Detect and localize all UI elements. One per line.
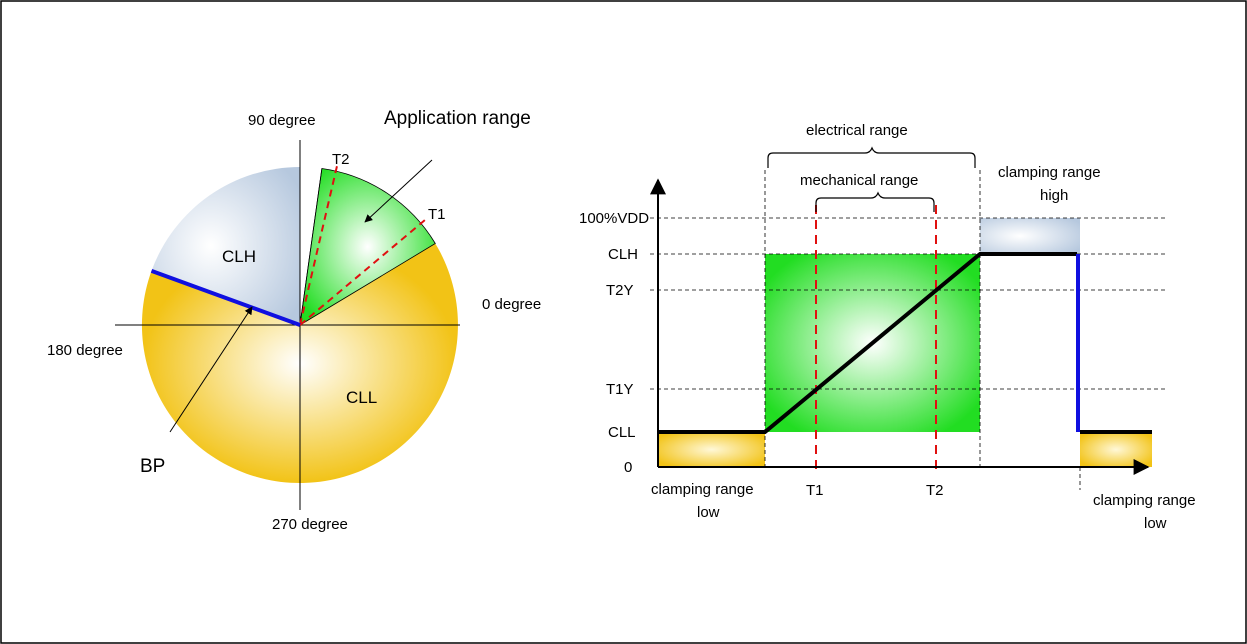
- output-curve: [658, 252, 1077, 434]
- label-application-range: Application range: [384, 108, 531, 129]
- pie-t1-line: [299, 219, 426, 326]
- x-label-t1: T1: [806, 482, 824, 499]
- electrical-range-brace: [767, 146, 976, 168]
- label-90-degree: 90 degree: [248, 112, 316, 129]
- x-label-t2: T2: [926, 482, 944, 499]
- label-clamping-high-2: high: [1040, 187, 1068, 204]
- label-pie-t1: T1: [428, 206, 446, 223]
- bp-arrow: [169, 306, 253, 433]
- y-label-t1y: T1Y: [606, 381, 634, 398]
- clamping-low-right-box: [1080, 432, 1152, 467]
- label-pie-t2: T2: [332, 151, 350, 168]
- label-clamping-low-left-1: clamping range: [651, 481, 754, 498]
- clh-sector: [151, 166, 300, 325]
- label-180-degree: 180 degree: [47, 342, 123, 359]
- label-clh: CLH: [222, 247, 256, 266]
- transfer-plot: electrical range mechanical range clampi…: [579, 122, 1196, 532]
- pie-chart: 90 degree 0 degree 180 degree 270 degree…: [47, 108, 541, 533]
- label-clamping-high-1: clamping range: [998, 164, 1101, 181]
- pie-t2-line: [299, 165, 338, 326]
- label-cll: CLL: [346, 388, 377, 407]
- label-270-degree: 270 degree: [272, 516, 348, 533]
- clamping-high-box: [980, 218, 1080, 254]
- label-bp: BP: [140, 456, 165, 477]
- label-clamping-low-left-2: low: [697, 504, 720, 521]
- label-electrical-range: electrical range: [806, 122, 908, 139]
- label-0-degree: 0 degree: [482, 296, 541, 313]
- mechanical-range-brace: [815, 191, 935, 212]
- y-label-zero: 0: [624, 459, 632, 476]
- bp-line: [150, 269, 301, 327]
- label-clamping-low-right-2: low: [1144, 515, 1167, 532]
- y-label-clh: CLH: [608, 246, 638, 263]
- clamping-low-left-box: [658, 432, 765, 467]
- y-label-t2y: T2Y: [606, 282, 634, 299]
- y-label-vdd: 100%VDD: [579, 210, 649, 227]
- application-range-line: [364, 159, 433, 223]
- application-range-sector: [299, 168, 436, 326]
- y-label-cll: CLL: [608, 424, 636, 441]
- label-mechanical-range: mechanical range: [800, 172, 918, 189]
- label-clamping-low-right-1: clamping range: [1093, 492, 1196, 509]
